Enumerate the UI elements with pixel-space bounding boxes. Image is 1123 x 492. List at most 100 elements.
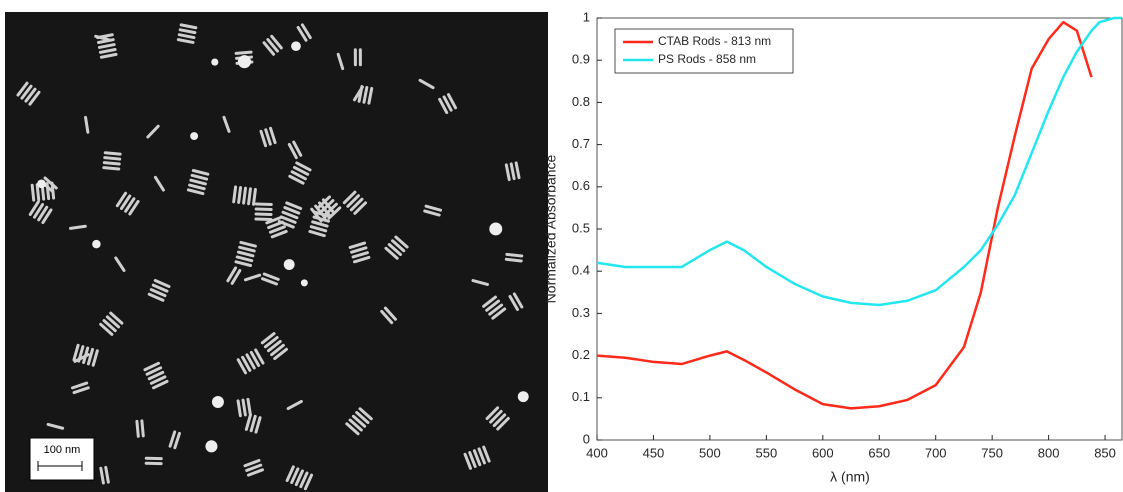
nanorod [299, 471, 309, 489]
nanorod-stack [168, 430, 181, 450]
nanorod [70, 381, 89, 390]
nanorod [290, 170, 307, 181]
nanoparticle [291, 41, 301, 52]
nanorod [153, 278, 171, 289]
nanorod [348, 241, 367, 249]
nanorod [177, 33, 196, 40]
nanorod [72, 343, 80, 362]
nanorod-stack [504, 252, 524, 263]
nanorod [355, 411, 370, 424]
nanorod [446, 93, 458, 110]
y-tick-label: 0.2 [572, 347, 590, 362]
nanorod [509, 162, 516, 181]
nanorod [351, 414, 367, 428]
nanorod [86, 347, 95, 366]
nanorod [236, 399, 242, 418]
nanorod [336, 52, 345, 71]
nanorod [41, 208, 53, 225]
nanorod [380, 309, 394, 325]
nanorod [238, 245, 256, 253]
scale-bar-label: 100 nm [44, 444, 81, 456]
micrograph [5, 12, 548, 492]
nanorod [309, 225, 328, 233]
nanorod [236, 358, 248, 375]
nanorod [492, 413, 507, 428]
nanorod [97, 43, 116, 49]
nanorod [152, 379, 169, 390]
nanorod [269, 126, 277, 145]
nanoparticle [517, 391, 529, 403]
nanorod [179, 23, 198, 30]
nanorod [77, 345, 85, 363]
nanorod-stack [508, 292, 524, 311]
nanorod [267, 220, 285, 230]
plot-area [596, 17, 1123, 441]
nanorod [287, 142, 298, 160]
nanorod-stack [28, 200, 53, 225]
nanorod [482, 295, 497, 308]
nanorod [28, 90, 41, 106]
nanorod-stack [259, 126, 277, 148]
nanorod [471, 279, 489, 286]
nanorod [190, 173, 209, 181]
nanorod [488, 303, 504, 316]
nanorod [124, 197, 136, 213]
nanorod [119, 194, 132, 210]
nanorod [505, 252, 524, 258]
nanorod [153, 175, 165, 192]
nanorod-stack [384, 235, 409, 260]
nanorod [345, 422, 360, 436]
nanorod [242, 186, 247, 205]
nanorod [394, 235, 409, 249]
nanorod [72, 386, 90, 395]
nanorod [496, 416, 510, 431]
nanorod-stack [69, 224, 87, 230]
nanorod-stack [260, 272, 280, 286]
nanorod [273, 347, 288, 361]
series-line [596, 16, 1122, 307]
nanorod [268, 225, 286, 234]
nanorod-stack [286, 399, 303, 411]
nanorod [320, 199, 335, 213]
nanorod [254, 416, 262, 434]
nanorod [358, 407, 373, 421]
nanorod [146, 124, 160, 139]
nanorod [504, 257, 523, 263]
nanorod [135, 419, 140, 438]
x-tick-label: 650 [868, 445, 890, 460]
nanorod [270, 343, 285, 357]
nanorod [191, 169, 210, 176]
legend-label: PS Rods - 858 nm [658, 52, 756, 66]
nanorod [247, 187, 252, 206]
nanorod-stack [418, 78, 435, 90]
nanorod [241, 355, 252, 372]
nanoparticle [300, 279, 308, 287]
nanorod-stack [186, 169, 210, 196]
nanorod-stack [153, 175, 165, 192]
nanorod [270, 34, 283, 50]
nanorod [383, 306, 397, 321]
nanorod-stack [147, 278, 171, 302]
y-tick-label: 0.4 [572, 263, 590, 278]
nanoparticle [489, 222, 503, 236]
nanorod [262, 41, 276, 56]
nanorod [442, 95, 453, 112]
nanorod [312, 215, 330, 223]
nanorod [115, 191, 128, 208]
nanorod [266, 38, 279, 53]
nanorod-stack [482, 295, 507, 320]
nanorod [140, 419, 145, 438]
y-axis-label: Normalized Absorbance [543, 154, 559, 303]
nanorod [241, 398, 247, 417]
nanoparticle [237, 55, 251, 69]
nanorod [249, 350, 261, 367]
nanorod-stack [342, 190, 368, 215]
nanorod [32, 203, 45, 219]
nanorod [285, 201, 303, 210]
nanorod [254, 212, 273, 216]
nanorod [477, 447, 486, 465]
nanorod-stack [277, 201, 303, 229]
x-tick-label: 450 [643, 445, 665, 460]
x-tick-label: 550 [756, 445, 778, 460]
nanorod [144, 456, 163, 461]
